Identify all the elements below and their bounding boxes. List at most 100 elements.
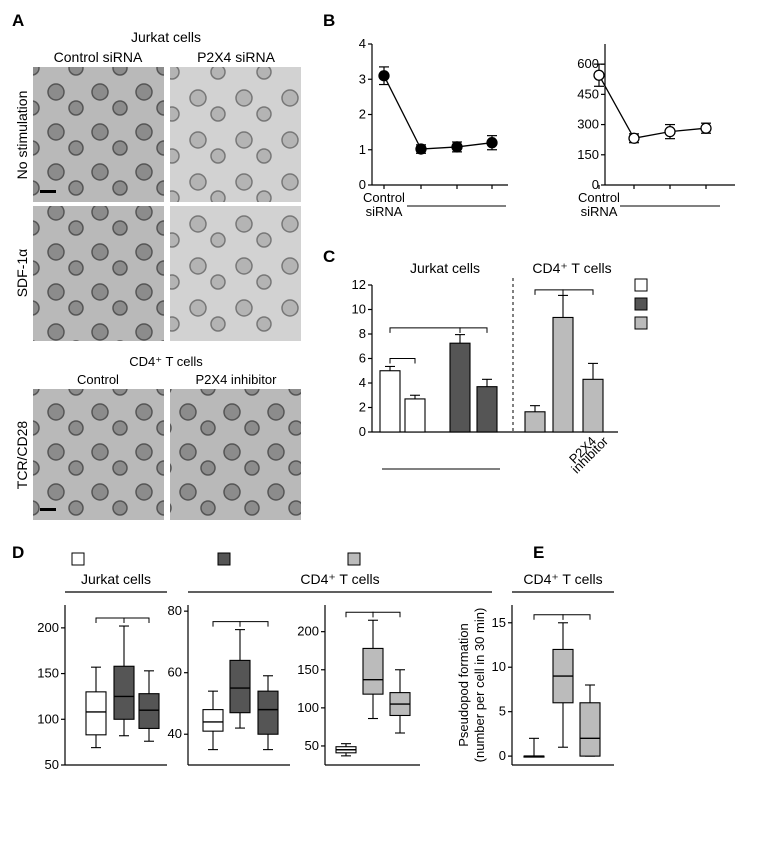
bar xyxy=(449,342,471,433)
data-point xyxy=(451,141,463,153)
x-tick-label: siRNA xyxy=(366,204,403,219)
y-tick-label: 60 xyxy=(168,665,182,680)
micrograph-jurkat-p2x4-sdf xyxy=(170,206,301,341)
panel-a-col-p2x4: P2X4 siRNA xyxy=(197,49,275,65)
significance-bracket xyxy=(562,289,594,295)
bar xyxy=(524,411,546,433)
y-tick-label: 2 xyxy=(359,400,366,415)
x-tick-label: Control xyxy=(363,190,405,205)
micrograph-jurkat-control-nostim xyxy=(33,67,164,202)
series-line xyxy=(598,74,707,139)
box xyxy=(85,691,107,736)
y-tick-label: 300 xyxy=(577,117,599,132)
box xyxy=(229,659,251,714)
y-tick-label: 4 xyxy=(359,36,366,51)
significance-bracket xyxy=(372,611,401,618)
data-point xyxy=(664,125,676,138)
data-point xyxy=(486,137,498,149)
legend-swatch xyxy=(634,316,648,330)
panel-a-cd4-title: CD4⁺ T cells xyxy=(129,354,203,369)
panel-e-letter: E xyxy=(533,543,544,562)
box xyxy=(362,647,384,695)
significance-bracket xyxy=(533,614,564,620)
panel-a-col-control: Control siRNA xyxy=(54,49,143,65)
legend-swatch xyxy=(634,278,648,292)
significance-bracket xyxy=(459,327,488,333)
y-tick-label: 100 xyxy=(37,711,59,726)
bar xyxy=(552,316,574,433)
significance-bracket xyxy=(534,289,564,295)
data-point xyxy=(593,69,605,81)
micrograph-cd4-control-tcr xyxy=(33,389,164,520)
legend-swatch xyxy=(71,552,85,566)
y-axis-label: Pseudopod formation xyxy=(456,623,471,747)
significance-bracket xyxy=(95,617,125,624)
significance-bracket xyxy=(562,614,591,620)
y-tick-label: 1 xyxy=(359,142,366,157)
y-tick-label: 3 xyxy=(359,71,366,86)
y-tick-label: 100 xyxy=(297,700,319,715)
panel-b-letter: B xyxy=(323,11,335,30)
data-point xyxy=(378,70,390,82)
x-tick-label: siRNA xyxy=(581,204,618,219)
legend-swatch xyxy=(634,297,648,311)
y-tick-label: 40 xyxy=(168,726,182,741)
y-tick-label: 10 xyxy=(352,302,366,317)
y-tick-label: 8 xyxy=(359,326,366,341)
panel-a-jurkat-title: Jurkat cells xyxy=(131,29,201,45)
series-line xyxy=(383,75,493,150)
bar xyxy=(379,370,401,433)
y-tick-label: 50 xyxy=(305,738,319,753)
significance-bracket xyxy=(389,358,416,364)
y-tick-label: 5 xyxy=(499,704,506,719)
y-tick-label: 6 xyxy=(359,351,366,366)
y-tick-label: 15 xyxy=(492,615,506,630)
y-tick-label: 450 xyxy=(577,86,599,101)
y-tick-label: 150 xyxy=(297,662,319,677)
panel-c-group-cd4: CD4⁺ T cells xyxy=(532,260,611,276)
x-tick-label: Control xyxy=(578,190,620,205)
panel-a-row-sdf: SDF-1α xyxy=(14,249,30,298)
data-point xyxy=(415,143,427,155)
significance-bracket xyxy=(212,621,241,627)
y-tick-label: 50 xyxy=(45,757,59,772)
y-tick-label: 150 xyxy=(577,147,599,162)
panel-a-col-inhibitor: P2X4 inhibitor xyxy=(196,372,278,387)
legend-swatch xyxy=(217,552,231,566)
panel-c-letter: C xyxy=(323,247,335,266)
micrograph-cd4-inhibitor-tcr xyxy=(170,389,301,520)
significance-bracket xyxy=(239,621,269,627)
data-point xyxy=(700,122,712,134)
legend-c xyxy=(634,278,648,330)
panel-a-row-nostim: No stimulation xyxy=(14,91,30,180)
y-axis-label: (number per cell in 30 min) xyxy=(472,608,487,763)
y-tick-label: 0 xyxy=(359,424,366,439)
micrograph-jurkat-p2x4-nostim xyxy=(170,67,301,202)
box xyxy=(257,690,279,735)
micrograph-jurkat-control-sdf xyxy=(33,206,164,341)
y-tick-label: 0 xyxy=(592,177,599,192)
box xyxy=(579,702,601,757)
y-tick-label: 0 xyxy=(359,177,366,192)
y-tick-label: 10 xyxy=(492,659,506,674)
box xyxy=(138,693,160,729)
box xyxy=(202,709,224,732)
y-tick-label: 2 xyxy=(359,107,366,122)
y-tick-label: 12 xyxy=(352,277,366,292)
box xyxy=(113,665,135,720)
panel-d-group-jurkat: Jurkat cells xyxy=(81,571,151,587)
panel-a-col-control2: Control xyxy=(77,372,119,387)
significance-bracket xyxy=(345,611,374,618)
significance-bracket xyxy=(389,327,461,333)
data-point xyxy=(628,132,640,144)
significance-bracket xyxy=(123,617,150,624)
bar xyxy=(582,378,604,433)
panel-c-group-jurkat: Jurkat cells xyxy=(410,260,480,276)
panel-d-group-cd4: CD4⁺ T cells xyxy=(300,571,379,587)
legend-d xyxy=(71,552,361,566)
y-tick-label: 600 xyxy=(577,56,599,71)
y-tick-label: 150 xyxy=(37,666,59,681)
bar xyxy=(404,398,426,433)
scale-bar xyxy=(40,190,56,193)
